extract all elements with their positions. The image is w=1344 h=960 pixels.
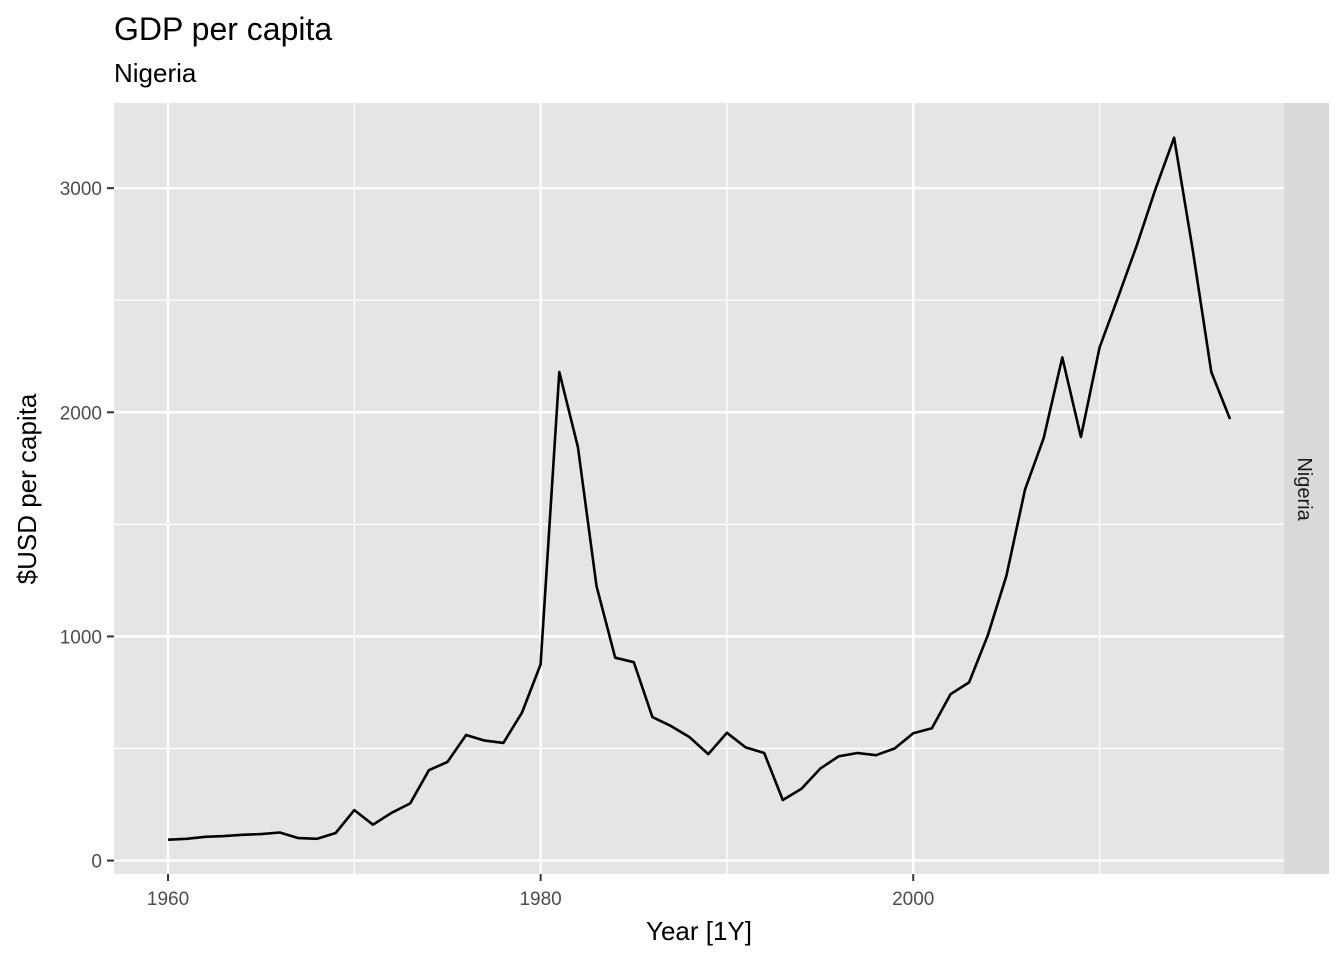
- x-tick-label: 2000: [892, 889, 934, 910]
- chart-subtitle: Nigeria: [114, 58, 197, 88]
- y-tick-label: 3000: [60, 179, 102, 200]
- y-tick-label: 2000: [60, 403, 102, 424]
- y-tick-label: 1000: [60, 627, 102, 648]
- minor-grid: [114, 103, 1284, 874]
- major-grid: [114, 103, 1284, 874]
- facet-strip-label: Nigeria: [1293, 457, 1315, 521]
- series-layer: [167, 136, 1232, 841]
- facet-strip: [1284, 103, 1329, 874]
- y-axis-title: $USD per capita: [12, 393, 42, 584]
- chart-title: GDP per capita: [114, 11, 332, 47]
- series-line: [167, 136, 1232, 841]
- plot-panel: [114, 103, 1284, 874]
- x-tick-label: 1980: [519, 889, 561, 910]
- y-axis: 0 1000 2000 3000: [60, 179, 114, 873]
- x-axis: 1960 1980 2000: [147, 874, 934, 910]
- x-axis-title: Year [1Y]: [646, 916, 752, 946]
- y-tick-label: 0: [91, 852, 102, 873]
- x-tick-label: 1960: [147, 889, 189, 910]
